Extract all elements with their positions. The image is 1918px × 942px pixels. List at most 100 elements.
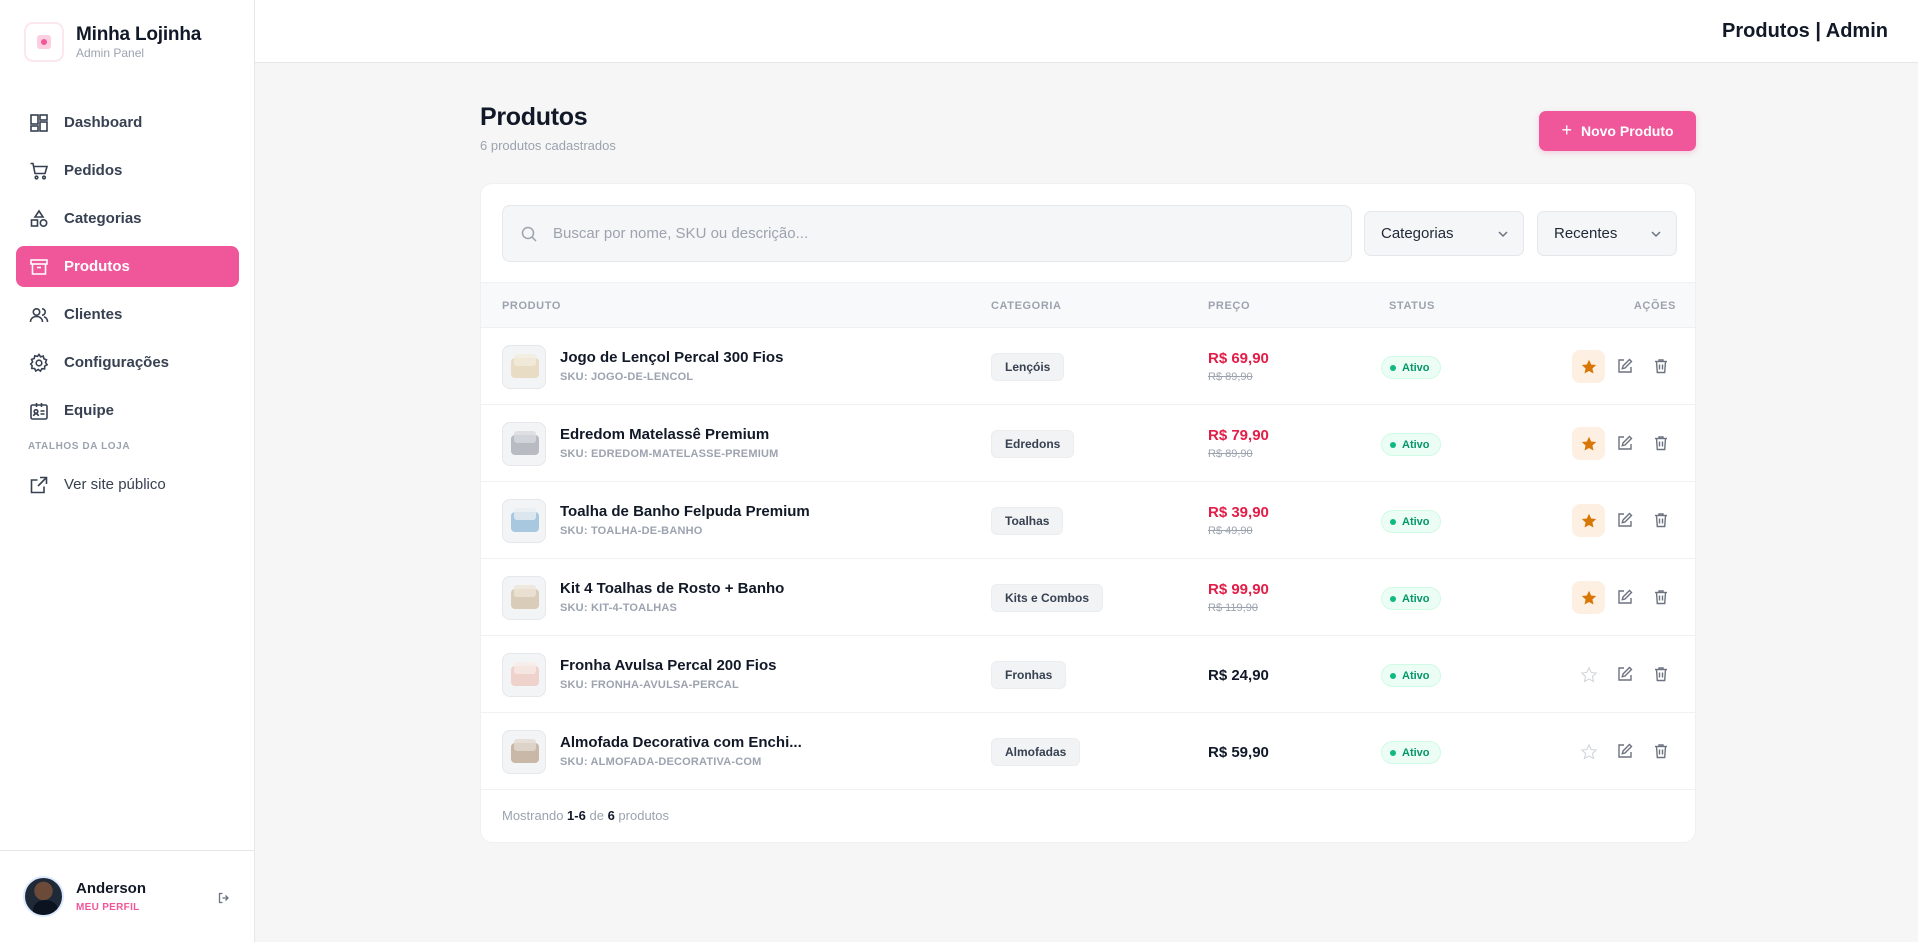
trash-icon[interactable]	[1652, 434, 1670, 452]
status-label: Ativo	[1402, 438, 1430, 451]
product-price: R$ 24,90	[1208, 667, 1269, 684]
products-card: Categorias Recentes PRODUTO CATEGORIA PR…	[480, 183, 1696, 843]
product-thumbnail[interactable]	[502, 576, 546, 620]
sidebar-item-label: Dashboard	[64, 114, 143, 131]
sidebar-item-label: Pedidos	[64, 162, 123, 179]
sidebar-item-label: Categorias	[64, 210, 142, 227]
status-label: Ativo	[1402, 515, 1430, 528]
column-header-actions: AÇÕES	[1633, 300, 1676, 312]
featured-star-button[interactable]	[1572, 735, 1605, 768]
trash-icon[interactable]	[1652, 742, 1670, 760]
chevron-down-icon	[1496, 227, 1510, 241]
product-name[interactable]: Kit 4 Toalhas de Rosto + Banho	[560, 580, 785, 597]
category-badge: Almofadas	[991, 738, 1081, 766]
trash-icon[interactable]	[1652, 665, 1670, 683]
featured-star-button[interactable]	[1572, 504, 1605, 537]
sidebar-item-clientes[interactable]: Clientes	[16, 294, 239, 335]
edit-icon[interactable]	[1616, 434, 1634, 452]
product-name[interactable]: Fronha Avulsa Percal 200 Fios	[560, 657, 777, 674]
gear-icon	[29, 352, 49, 373]
column-header-product[interactable]: PRODUTO	[502, 300, 562, 312]
product-thumbnail[interactable]	[502, 422, 546, 466]
section-label: ATALHOS DA LOJA	[28, 441, 131, 452]
new-product-label: Novo Produto	[1580, 123, 1674, 139]
product-sku: SKU: FRONHA-AVULSA-PERCAL	[560, 679, 739, 691]
product-thumbnail[interactable]	[502, 499, 546, 543]
product-price: R$ 99,90	[1208, 581, 1269, 598]
status-badge: Ativo	[1381, 587, 1441, 610]
sidebar-item-ver-site[interactable]: Ver site público	[16, 464, 239, 505]
table-row[interactable]: Edredom Matelassê Premium SKU: EDREDOM-MA…	[481, 405, 1695, 482]
sidebar-item-dashboard[interactable]: Dashboard	[16, 102, 239, 143]
status-label: Ativo	[1402, 361, 1430, 374]
product-sku: SKU: TOALHA-DE-BANHO	[560, 525, 703, 537]
sidebar-item-categorias[interactable]: Categorias	[16, 198, 239, 239]
profile-link[interactable]: MEU PERFIL	[76, 902, 140, 913]
footer-total: 6	[607, 808, 615, 823]
column-header-category[interactable]: CATEGORIA	[991, 300, 1062, 312]
featured-star-button[interactable]	[1572, 658, 1605, 691]
sidebar-item-configuracoes[interactable]: Configurações	[16, 342, 239, 383]
footer-suffix: produtos	[618, 808, 670, 823]
product-thumbnail[interactable]	[502, 653, 546, 697]
featured-star-button[interactable]	[1572, 581, 1605, 614]
category-select[interactable]: Categorias	[1364, 211, 1524, 256]
table-row[interactable]: Fronha Avulsa Percal 200 Fios SKU: FRONHA…	[481, 636, 1695, 713]
sidebar-item-equipe[interactable]: Equipe	[16, 390, 239, 431]
logout-icon[interactable]	[217, 891, 231, 905]
category-select-value: Categorias	[1381, 225, 1454, 242]
featured-star-button[interactable]	[1572, 427, 1605, 460]
footer-range: 1-6	[567, 808, 586, 823]
column-header-status[interactable]: STATUS	[1389, 300, 1435, 312]
table-header: PRODUTO CATEGORIA PREÇO STATUS AÇÕES	[481, 282, 1695, 328]
trash-icon[interactable]	[1652, 511, 1670, 529]
table-row[interactable]: Almofada Decorativa com Enchi... SKU: ALM…	[481, 713, 1695, 790]
status-badge: Ativo	[1381, 510, 1441, 533]
status-dot-icon	[1390, 749, 1396, 756]
plus-icon: +	[1561, 119, 1572, 140]
table-row[interactable]: Kit 4 Toalhas de Rosto + Banho SKU: KIT-4…	[481, 559, 1695, 636]
product-name[interactable]: Jogo de Lençol Percal 300 Fios	[560, 349, 784, 366]
archive-icon	[29, 257, 49, 277]
product-name[interactable]: Toalha de Banho Felpuda Premium	[560, 503, 810, 520]
column-header-price[interactable]: PREÇO	[1208, 300, 1251, 312]
status-badge: Ativo	[1381, 356, 1441, 379]
product-name[interactable]: Almofada Decorativa com Enchi...	[560, 734, 802, 751]
table-row[interactable]: Toalha de Banho Felpuda Premium SKU: TOAL…	[481, 482, 1695, 559]
edit-icon[interactable]	[1616, 742, 1634, 760]
status-label: Ativo	[1402, 746, 1430, 759]
sort-select[interactable]: Recentes	[1537, 211, 1677, 256]
sidebar-item-produtos[interactable]: Produtos	[16, 246, 239, 287]
user-profile[interactable]: Anderson MEU PERFIL	[0, 850, 255, 942]
edit-icon[interactable]	[1616, 511, 1634, 529]
sidebar-item-pedidos[interactable]: Pedidos	[16, 150, 239, 191]
footer-prefix: Mostrando	[502, 808, 564, 823]
edit-icon[interactable]	[1616, 588, 1634, 606]
page-heading: Produtos 6 produtos cadastrados	[480, 103, 616, 153]
star-icon	[1580, 589, 1598, 607]
status-dot-icon	[1390, 364, 1396, 371]
search-input[interactable]	[553, 225, 1313, 242]
product-thumbnail[interactable]	[502, 730, 546, 774]
featured-star-button[interactable]	[1572, 350, 1605, 383]
trash-icon[interactable]	[1652, 357, 1670, 375]
product-name[interactable]: Edredom Matelassê Premium	[560, 426, 770, 443]
trash-icon[interactable]	[1652, 588, 1670, 606]
category-badge: Toalhas	[991, 507, 1064, 535]
star-icon	[1580, 358, 1598, 376]
brand[interactable]: Minha Lojinha Admin Panel	[24, 22, 201, 62]
status-badge: Ativo	[1381, 664, 1441, 687]
sidebar-item-label: Ver site público	[64, 476, 166, 493]
category-badge: Edredons	[991, 430, 1075, 458]
product-thumbnail[interactable]	[502, 345, 546, 389]
table-row[interactable]: Jogo de Lençol Percal 300 Fios SKU: JOGO-…	[481, 328, 1695, 405]
sort-select-value: Recentes	[1554, 225, 1618, 242]
avatar[interactable]	[23, 876, 64, 917]
edit-icon[interactable]	[1616, 665, 1634, 683]
product-price: R$ 79,90	[1208, 427, 1269, 444]
edit-icon[interactable]	[1616, 357, 1634, 375]
star-icon	[1580, 512, 1598, 530]
sidebar-item-label: Produtos	[64, 258, 130, 275]
new-product-button[interactable]: + Novo Produto	[1539, 111, 1696, 151]
search-box[interactable]	[502, 205, 1352, 262]
